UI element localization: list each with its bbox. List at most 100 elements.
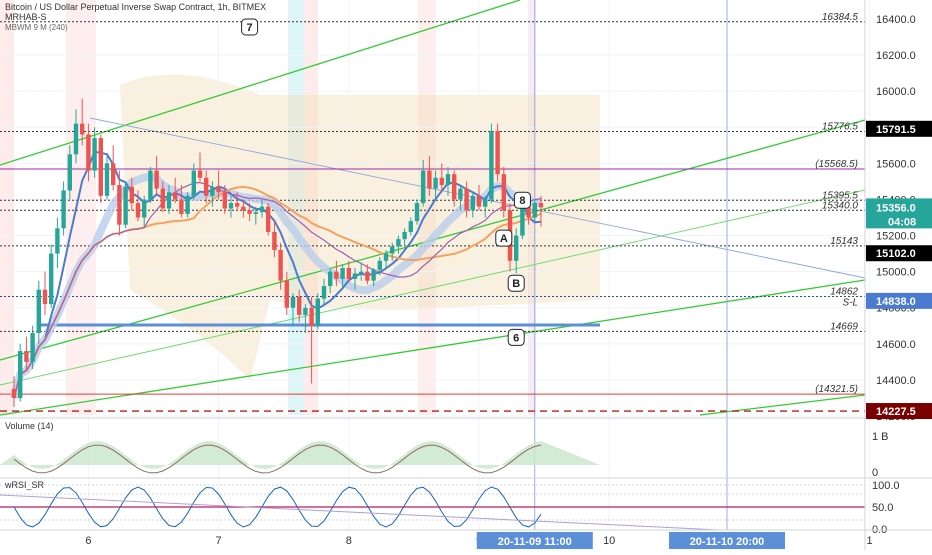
candle-body <box>67 154 72 191</box>
candle-body <box>160 188 165 209</box>
candle <box>359 262 364 281</box>
candle <box>104 156 110 200</box>
candle <box>309 296 314 384</box>
oscillator-pane: 100.050.00.0 <box>0 480 900 536</box>
last-price-badge: 15356.0 04:08 <box>866 198 932 229</box>
candle-body <box>433 177 438 189</box>
candle <box>489 123 494 204</box>
level-label: (15568.5) <box>815 159 858 170</box>
time-tick: 8 <box>346 535 352 547</box>
candle <box>340 264 345 290</box>
candle <box>86 123 91 182</box>
level-label: 15395.5 <box>822 190 859 201</box>
candle <box>222 185 227 214</box>
candle <box>538 195 544 227</box>
candle <box>514 228 519 274</box>
candle-body <box>402 231 407 240</box>
last-price-bg <box>866 198 932 229</box>
candle <box>284 271 289 315</box>
candle <box>421 159 426 207</box>
candle-body <box>464 188 469 211</box>
candle-body <box>470 195 475 211</box>
candle-body <box>111 163 116 186</box>
candle <box>365 264 370 285</box>
candle-body <box>352 273 358 279</box>
candle-body <box>197 170 203 178</box>
candle-body <box>538 203 544 208</box>
candle <box>30 325 35 370</box>
candle <box>80 98 85 146</box>
candle <box>73 109 79 164</box>
price-tick: 14400.0 <box>876 375 916 387</box>
ma-purple <box>13 181 542 399</box>
candle <box>402 228 407 247</box>
price-axis[interactable]: 16400.016200.016000.015800.015600.015400… <box>864 0 932 550</box>
candle <box>61 181 66 236</box>
candle-body <box>371 269 376 281</box>
background-zones <box>0 0 600 415</box>
candle <box>458 185 463 211</box>
candle <box>179 185 184 218</box>
candle-body <box>284 280 289 308</box>
volume-area <box>0 441 600 469</box>
candle-body <box>247 210 252 214</box>
candle <box>49 244 54 308</box>
price-badge-label: 14838.0 <box>876 296 916 308</box>
candle-body <box>228 203 234 209</box>
candle-body <box>439 177 444 186</box>
candle-body <box>315 298 320 326</box>
candle-body <box>458 188 463 200</box>
candle-body <box>253 212 258 214</box>
callout-B: B <box>507 274 525 292</box>
candle-body <box>414 203 420 222</box>
candle <box>303 304 308 333</box>
candle <box>321 278 327 305</box>
callout-label: 6 <box>513 332 519 344</box>
volume-pane-label: Volume (14) <box>5 421 54 431</box>
candle <box>117 170 122 236</box>
candle-body <box>92 138 97 171</box>
price-badge: 14227.5 <box>866 403 932 420</box>
candle-body <box>259 206 265 213</box>
candle <box>228 195 234 218</box>
candle <box>166 185 172 214</box>
level-label: 15340.0 <box>822 200 859 211</box>
candle-body <box>86 134 91 171</box>
candle <box>266 203 271 236</box>
candle-body <box>489 130 494 200</box>
candle-body <box>396 239 401 247</box>
candle-body <box>117 185 122 225</box>
candle <box>334 260 339 287</box>
candle-body <box>359 271 364 274</box>
level-label: 14669 <box>830 321 858 332</box>
candle <box>129 177 134 211</box>
candle-body <box>303 307 308 315</box>
candle-body <box>135 203 141 218</box>
candle <box>241 199 246 218</box>
candle-body <box>166 192 172 209</box>
candle-body <box>278 249 283 281</box>
candle-body <box>42 289 48 305</box>
level-label: 14862 <box>830 287 858 298</box>
candle <box>495 123 500 182</box>
candle-body <box>501 174 506 211</box>
candle-body <box>30 332 35 362</box>
indicator-label-1: MRHAB-S <box>5 12 47 22</box>
candle <box>383 249 389 269</box>
callout-box <box>507 274 525 292</box>
candle-body <box>129 186 134 204</box>
time-badge-bg <box>669 532 785 549</box>
candle-body <box>142 199 147 218</box>
candle-body <box>80 123 85 135</box>
candle-body <box>123 186 128 225</box>
candlesticks <box>11 98 544 407</box>
price-badge: 15791.5 <box>866 120 932 137</box>
candle <box>197 152 203 182</box>
candle-body <box>476 195 482 207</box>
candle-body <box>173 192 178 200</box>
candle <box>532 199 537 222</box>
candle-body <box>445 174 451 186</box>
level-label: (14321.5) <box>815 384 858 395</box>
